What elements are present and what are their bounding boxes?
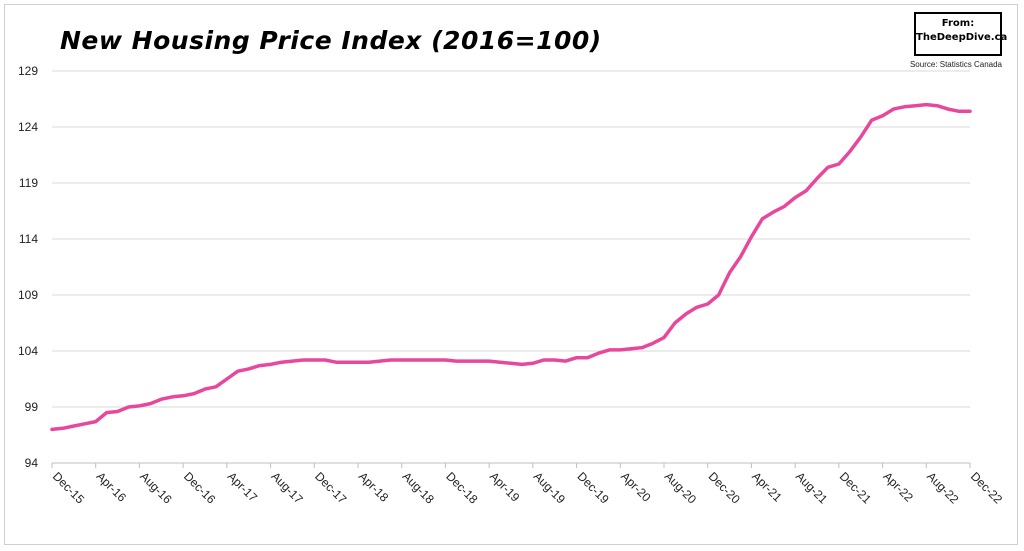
x-tick-label: Dec-17 (312, 469, 349, 506)
x-tick-label: Aug-22 (924, 469, 961, 506)
x-tick-label: Aug-19 (531, 469, 568, 506)
x-tick-label: Dec-18 (443, 469, 480, 506)
chart-frame (4, 4, 1018, 545)
y-tick-label: 129 (18, 64, 38, 78)
from-site: TheDeepDive.ca (916, 32, 1008, 43)
y-tick-label: 104 (18, 344, 38, 358)
y-tick-label: 109 (18, 288, 38, 302)
x-tick-label: Dec-20 (706, 469, 743, 506)
x-tick-label: Dec-15 (50, 469, 87, 506)
x-tick-label: Aug-21 (793, 469, 830, 506)
source-note: Source: Statistics Canada (909, 60, 1002, 69)
source-logo-box: From: TheDeepDive.ca (914, 12, 1008, 56)
x-tick-label: Apr-16 (94, 469, 130, 505)
series-line (50, 102, 972, 432)
x-tick-label: Aug-20 (662, 469, 699, 506)
x-tick-label: Apr-17 (225, 469, 261, 505)
y-tick-label: 94 (25, 456, 39, 470)
x-tick-label: Apr-21 (749, 469, 785, 505)
y-tick-label: 124 (18, 120, 38, 134)
x-tick-label: Apr-20 (618, 469, 654, 505)
chart-title: New Housing Price Index (2016=100) (60, 26, 602, 55)
y-tick-label: 114 (19, 232, 38, 246)
x-tick-label: Aug-17 (268, 469, 305, 506)
x-tick-label: Dec-16 (181, 469, 218, 506)
x-tick-label: Apr-18 (356, 469, 392, 505)
y-tick-label: 119 (19, 176, 38, 190)
y-tick-label: 99 (25, 400, 39, 414)
x-tick-label: Dec-21 (837, 469, 874, 506)
x-tick-label: Dec-19 (574, 469, 611, 506)
x-tick-label: Aug-16 (137, 469, 174, 506)
x-tick-label: Apr-19 (487, 469, 523, 505)
x-tick-label: Apr-22 (880, 469, 916, 505)
from-label: From: (941, 18, 975, 29)
x-tick-label: Aug-18 (400, 469, 437, 506)
x-tick-label: Dec-22 (968, 469, 1005, 506)
